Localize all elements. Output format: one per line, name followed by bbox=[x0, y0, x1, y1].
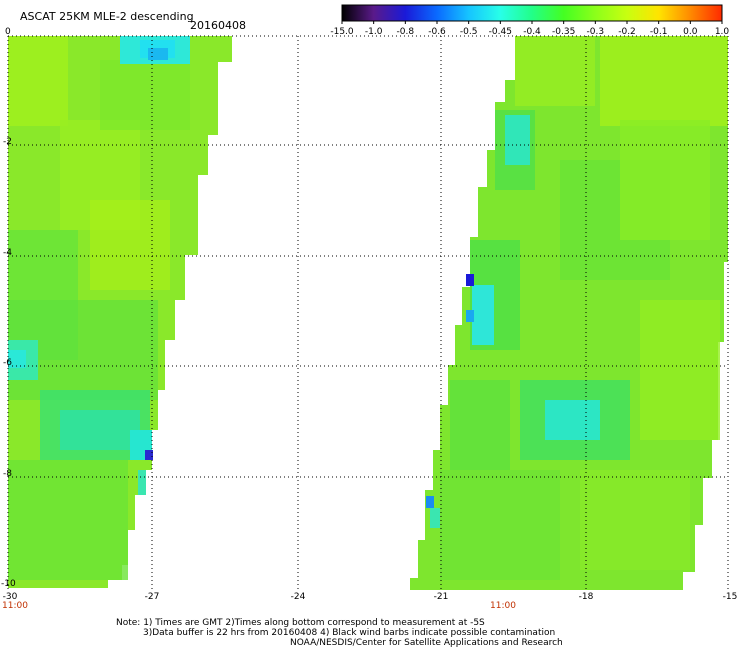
colorbar-label: -0.8 bbox=[396, 27, 415, 37]
colorbar-label: -0.6 bbox=[428, 27, 446, 37]
x-tick-label: -24 bbox=[290, 592, 306, 602]
colorbar-label: 1.0 bbox=[714, 27, 730, 37]
colorbar-label: 0.0 bbox=[683, 27, 698, 37]
colorbar-label: -0.35 bbox=[552, 27, 576, 37]
y-tick-label: 0 bbox=[5, 27, 11, 37]
colorbar-label: -15.0 bbox=[330, 27, 354, 37]
colorbar bbox=[341, 4, 723, 24]
y-tick-label: -6 bbox=[3, 358, 12, 368]
colorbar-label: -0.2 bbox=[618, 27, 636, 37]
colorbar-label: -0.5 bbox=[459, 27, 478, 37]
note-line: NOAA/NESDIS/Center for Satellite Applica… bbox=[290, 638, 563, 648]
wind-swaths bbox=[8, 36, 728, 590]
y-tick-label: -2 bbox=[3, 137, 12, 147]
x-tick-label: -18 bbox=[578, 592, 594, 602]
x-tick-label: -30 bbox=[2, 592, 18, 602]
colorbar-label: -0.1 bbox=[649, 27, 668, 37]
x-tick-label: -27 bbox=[144, 592, 160, 602]
colorbar-gradient bbox=[341, 4, 723, 22]
map-grid bbox=[7, 35, 729, 590]
x-tick-label: -21 bbox=[433, 592, 449, 602]
colorbar-label: -0.4 bbox=[523, 27, 541, 37]
y-tick-label: -4 bbox=[3, 248, 12, 258]
time-label: 11:00 bbox=[2, 601, 28, 611]
colorbar-label: -0.3 bbox=[586, 27, 605, 37]
note-line: Note: 1) Times are GMT 2)Times along bot… bbox=[116, 618, 485, 628]
colorbar-label: -0.45 bbox=[488, 27, 512, 37]
map-title: ASCAT 25KM MLE-2 descending bbox=[20, 10, 194, 23]
colorbar-label: -1.0 bbox=[364, 27, 383, 37]
map-date: 20160408 bbox=[190, 19, 246, 32]
y-tick-label: -10 bbox=[1, 579, 16, 589]
x-tick-label: -15 bbox=[722, 592, 738, 602]
y-tick-label: -8 bbox=[3, 469, 12, 479]
time-label: 11:00 bbox=[490, 601, 516, 611]
note-line: 3)Data buffer is 22 hrs from 20160408 4)… bbox=[143, 628, 556, 638]
